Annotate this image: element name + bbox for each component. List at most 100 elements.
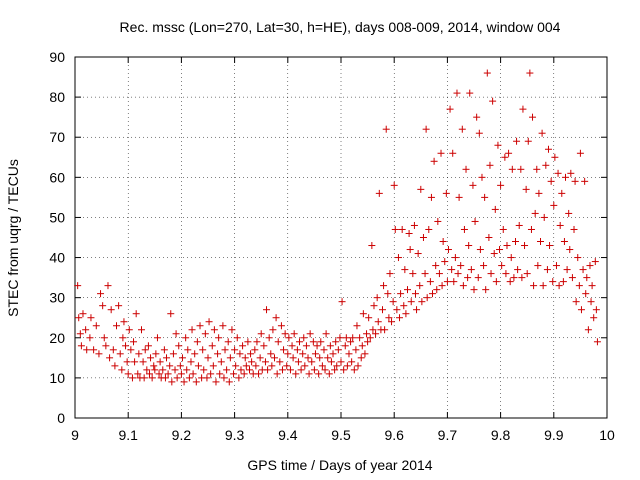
y-tick-label: 30	[49, 290, 65, 306]
data-point	[284, 350, 292, 358]
data-point	[311, 350, 319, 358]
data-point	[508, 165, 516, 173]
data-point	[384, 290, 392, 298]
data-point	[506, 278, 514, 286]
data-point	[152, 350, 160, 358]
data-point	[127, 346, 135, 354]
data-point	[498, 262, 506, 270]
data-point	[418, 298, 426, 306]
data-point	[347, 338, 355, 346]
data-point	[555, 282, 563, 290]
data-point	[340, 366, 348, 374]
data-point	[196, 322, 204, 330]
axis-ticks: 9 9.1 9.2 9.3 9.4 9.5 9.6 9.7 9.8 9.9 10 0 10 20 30 40 5…	[49, 49, 615, 443]
data-point	[278, 366, 286, 374]
data-point	[273, 370, 281, 378]
data-point	[191, 350, 199, 358]
data-point	[132, 310, 140, 318]
data-point	[586, 262, 594, 270]
data-point	[574, 254, 582, 262]
data-point	[470, 286, 478, 294]
data-point	[487, 270, 495, 278]
data-point	[591, 258, 599, 266]
data-point	[458, 125, 466, 133]
data-point	[183, 366, 191, 374]
data-point	[139, 358, 147, 366]
data-point	[375, 189, 383, 197]
data-point	[423, 294, 431, 302]
data-point	[519, 105, 527, 113]
data-point	[294, 358, 302, 366]
data-point	[338, 298, 346, 306]
data-point	[331, 366, 339, 374]
data-point	[302, 342, 310, 350]
data-point	[502, 270, 510, 278]
data-point	[169, 350, 177, 358]
data-point	[74, 282, 82, 290]
data-point	[185, 374, 193, 382]
data-point	[269, 326, 277, 334]
data-point	[326, 342, 334, 350]
data-point	[474, 274, 482, 282]
data-point	[97, 290, 105, 298]
data-point	[138, 326, 145, 334]
data-point	[559, 278, 567, 286]
data-point	[167, 310, 175, 318]
data-point	[305, 370, 313, 378]
data-point	[471, 217, 479, 225]
data-point	[522, 185, 530, 193]
x-tick-label: 9.4	[278, 427, 298, 443]
data-point	[277, 322, 285, 330]
data-point	[593, 338, 601, 346]
x-tick-label: 9.1	[118, 427, 138, 443]
data-point	[203, 374, 211, 382]
data-point	[288, 342, 296, 350]
data-point	[201, 330, 209, 338]
data-point	[194, 362, 202, 370]
data-point	[394, 254, 402, 262]
data-point	[125, 326, 133, 334]
data-point	[554, 169, 562, 177]
data-point	[505, 149, 513, 157]
data-point	[242, 362, 250, 370]
data-point	[521, 242, 529, 250]
data-point	[366, 334, 374, 342]
data-point	[401, 266, 409, 274]
data-point	[378, 306, 386, 314]
data-point	[373, 294, 381, 302]
data-point	[199, 346, 207, 354]
data-point	[224, 338, 232, 346]
data-point	[130, 338, 138, 346]
data-point	[416, 282, 424, 290]
data-point	[116, 350, 124, 358]
data-point	[348, 358, 356, 366]
data-point	[207, 370, 215, 378]
data-point	[210, 326, 218, 334]
data-point	[535, 189, 543, 197]
data-point	[289, 354, 297, 362]
data-point	[239, 342, 247, 350]
data-point	[464, 274, 472, 282]
x-tick-label: 9.3	[225, 427, 245, 443]
data-point	[265, 334, 273, 342]
data-point	[567, 169, 575, 177]
data-point	[568, 274, 576, 282]
data-point	[496, 246, 504, 254]
data-point	[549, 278, 557, 286]
data-point	[315, 370, 323, 378]
data-point	[86, 334, 94, 342]
data-point	[577, 306, 585, 314]
data-point	[345, 350, 353, 358]
data-point	[446, 105, 454, 113]
data-point	[467, 266, 475, 274]
data-point	[510, 274, 518, 282]
data-point	[209, 362, 217, 370]
data-point	[482, 286, 490, 294]
data-point	[166, 362, 174, 370]
data-point	[120, 318, 128, 326]
data-point	[334, 346, 342, 354]
data-point	[381, 326, 389, 334]
data-point	[523, 270, 531, 278]
data-point	[141, 346, 149, 354]
x-tick-label: 9	[71, 427, 79, 443]
